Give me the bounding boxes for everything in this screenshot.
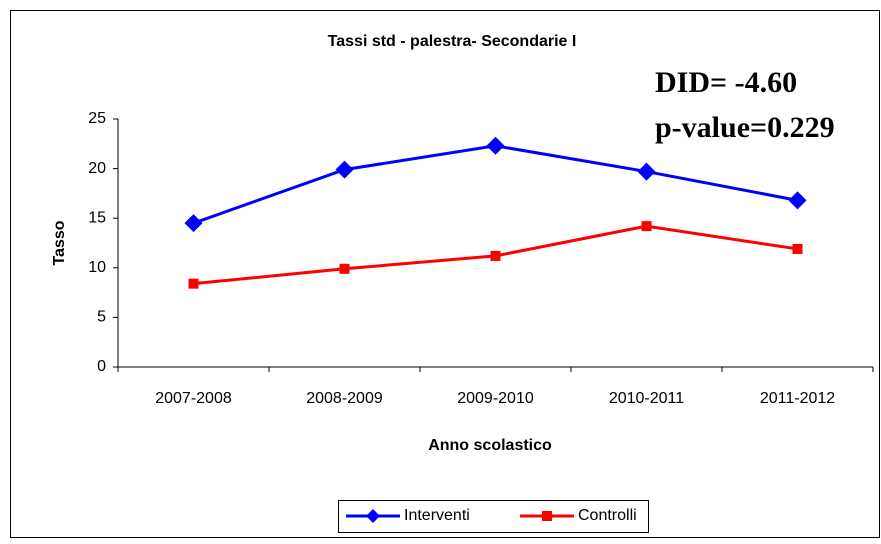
x-tick-label: 2008-2009 [306, 390, 383, 407]
x-tick-label: 2010-2011 [609, 390, 684, 407]
data-point [792, 243, 803, 254]
y-axis-label: Tasso [51, 220, 68, 265]
chart-border [10, 10, 880, 538]
data-point [490, 250, 501, 261]
y-tick-label: 15 [88, 209, 106, 226]
annotation: p-value=0.229 [655, 111, 835, 144]
legend-label: Interventi [404, 507, 470, 524]
data-point [184, 214, 203, 233]
y-tick-label: 10 [88, 259, 106, 276]
data-point [486, 136, 505, 155]
data-point [188, 278, 199, 289]
x-axis-label: Anno scolastico [428, 437, 552, 454]
data-point [637, 162, 656, 181]
data-point [641, 221, 652, 232]
legend-marker [542, 511, 552, 521]
x-tick-label: 2011-2012 [760, 390, 835, 407]
data-point [335, 160, 354, 179]
series-line [192, 144, 798, 225]
y-tick-label: 0 [97, 358, 106, 375]
data-point [339, 263, 350, 274]
y-tick-label: 20 [88, 160, 106, 177]
y-tick-label: 5 [97, 309, 106, 326]
x-tick-label: 2009-2010 [457, 390, 534, 407]
chart-title: Tassi std - palestra- Secondarie I [328, 33, 577, 50]
y-tick-label: 25 [88, 110, 106, 127]
data-point [788, 191, 807, 210]
x-tick-label: 2007-2008 [155, 390, 232, 407]
annotation: DID= -4.60 [655, 66, 797, 99]
legend-label: Controlli [578, 507, 637, 524]
legend-marker [366, 509, 380, 523]
